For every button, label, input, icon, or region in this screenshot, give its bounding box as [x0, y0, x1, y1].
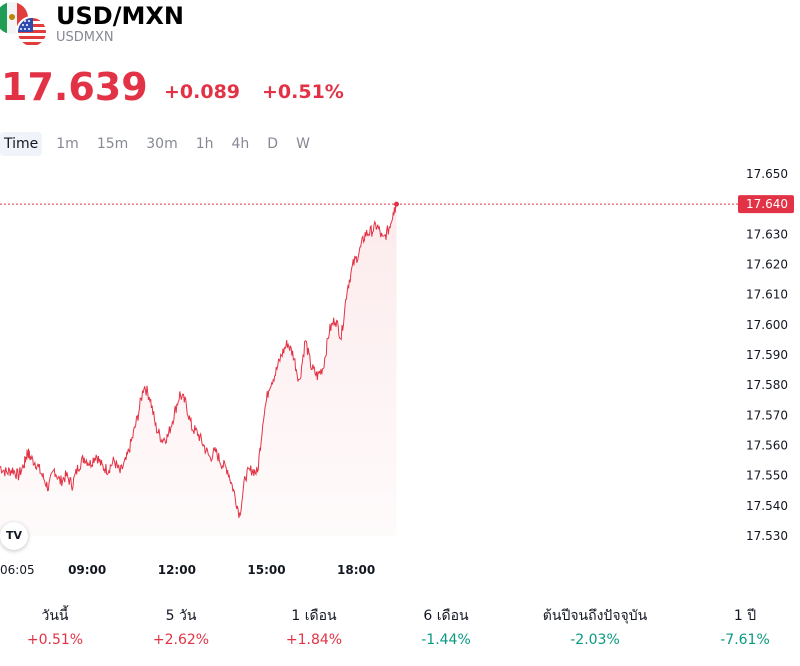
- y-tick-label: 17.590: [746, 348, 788, 362]
- y-tick-label: 17.570: [746, 408, 788, 422]
- interval-tab-1h[interactable]: 1h: [195, 136, 214, 152]
- performance-item[interactable]: วันนี้ +0.51%: [0, 606, 120, 650]
- interval-tab-d[interactable]: D: [267, 136, 279, 152]
- performance-item[interactable]: 1 ปี -7.61%: [680, 606, 800, 650]
- performance-period-value: +1.84%: [285, 632, 343, 648]
- y-tick-label: 17.600: [746, 318, 788, 332]
- y-tick-label: 17.610: [746, 288, 788, 302]
- y-tick-label: 17.620: [746, 258, 788, 272]
- y-tick-label: 17.580: [746, 378, 788, 392]
- interval-tab-4h[interactable]: 4h: [231, 136, 250, 152]
- us-flag-icon: [16, 16, 48, 48]
- interval-tab-15m[interactable]: 15m: [96, 136, 129, 152]
- performance-item[interactable]: 5 วัน +2.62%: [116, 606, 246, 650]
- price-series-line: [0, 203, 397, 518]
- performance-period-value: -1.44%: [421, 632, 471, 648]
- y-tick-label: 17.630: [746, 227, 788, 241]
- tradingview-logo-icon[interactable]: TV: [0, 522, 28, 550]
- performance-period-value: -7.61%: [720, 632, 770, 648]
- interval-tab-time[interactable]: Time: [0, 132, 43, 156]
- performance-period-value: +0.51%: [26, 632, 84, 648]
- price-area-fill: [0, 204, 397, 536]
- y-tick-label: 17.550: [746, 469, 788, 483]
- performance-period-label: 1 ปี: [733, 608, 757, 624]
- last-price-dot: [394, 201, 400, 207]
- performance-item[interactable]: 6 เดือน -1.44%: [381, 606, 511, 650]
- last-price-badge: [738, 195, 794, 214]
- performance-period-value: -2.03%: [570, 632, 620, 648]
- performance-period-label: วันนี้: [41, 608, 69, 624]
- interval-tab-w[interactable]: W: [296, 136, 310, 152]
- performance-period-value: +2.62%: [152, 632, 210, 648]
- interval-selector: Time 1m 15m 30m 1h 4h D W: [0, 132, 320, 156]
- x-tick-label: 18:00: [337, 563, 375, 577]
- pair-title: USD/MXN: [56, 2, 184, 30]
- interval-tab-1m[interactable]: 1m: [56, 136, 79, 152]
- y-tick-label: 17.650: [746, 167, 788, 181]
- performance-period-label: ต้นปีจนถึงปัจจุบัน: [542, 608, 648, 624]
- x-tick-label: 06:05: [0, 563, 35, 577]
- performance-item[interactable]: ต้นปีจนถึงปัจจุบัน -2.03%: [530, 606, 660, 650]
- y-tick-label: 17.530: [746, 529, 788, 543]
- performance-period-label: 6 เดือน: [423, 608, 469, 624]
- performance-period-label: 5 วัน: [165, 608, 197, 624]
- price-change-percent: +0.51%: [262, 81, 344, 103]
- interval-tab-30m[interactable]: 30m: [146, 136, 178, 152]
- pair-symbol: USDMXN: [56, 30, 114, 45]
- last-price-badge-label: 17.640: [746, 197, 788, 211]
- last-price: 17.639: [1, 65, 148, 109]
- y-tick-label: 17.540: [746, 499, 788, 513]
- x-tick-label: 09:00: [68, 563, 106, 577]
- x-tick-label: 15:00: [247, 563, 285, 577]
- instrument-header: USD/MXN USDMXN: [0, 0, 800, 60]
- performance-summary: วันนี้ +0.51% 5 วัน +2.62% 1 เดือน +1.84% 6 เด…: [0, 606, 800, 662]
- price-change: +0.089: [164, 81, 241, 103]
- price-chart[interactable]: 17.530 17.540 17.550 17.560 17.570 17.580 17.5…: [0, 160, 800, 590]
- x-tick-label: 12:00: [158, 563, 196, 577]
- y-tick-label: 17.560: [746, 439, 788, 453]
- performance-item[interactable]: 1 เดือน +1.84%: [249, 606, 379, 650]
- performance-period-label: 1 เดือน: [291, 608, 337, 624]
